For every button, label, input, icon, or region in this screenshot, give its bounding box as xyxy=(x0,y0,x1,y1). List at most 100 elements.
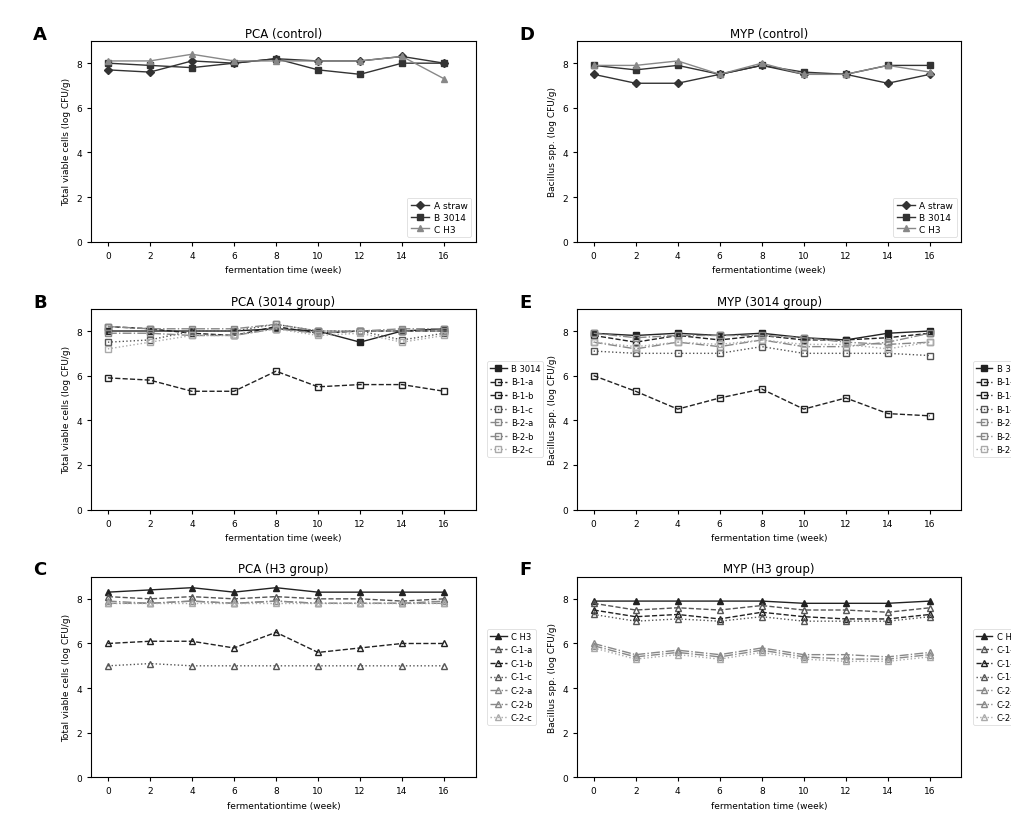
B 3014 xyxy=(144,61,156,71)
B-1-c xyxy=(311,327,324,337)
B-1-c xyxy=(102,338,114,348)
A straw xyxy=(438,59,450,69)
B 3014 xyxy=(587,329,600,339)
B-1-b xyxy=(881,409,893,419)
C-1-a xyxy=(354,594,366,604)
Y-axis label: Bacillus spp. (log CFU/g): Bacillus spp. (log CFU/g) xyxy=(547,622,556,732)
B 3014 xyxy=(587,61,600,71)
B-2-c xyxy=(587,338,600,348)
B-1-a xyxy=(186,329,198,339)
Line: B-1-c: B-1-c xyxy=(104,322,447,346)
B-1-c xyxy=(354,327,366,337)
A straw xyxy=(671,79,683,89)
C-1-c xyxy=(797,616,809,626)
X-axis label: fermentation time (week): fermentation time (week) xyxy=(224,266,342,275)
C-1-b xyxy=(629,612,641,622)
B 3014 xyxy=(438,59,450,69)
B-1-b xyxy=(270,367,282,377)
B 3014 xyxy=(797,68,809,78)
B-2-a xyxy=(438,327,450,337)
C-1-b xyxy=(144,636,156,646)
Text: A: A xyxy=(33,26,48,43)
B-2-a xyxy=(881,338,893,348)
B-2-a xyxy=(186,331,198,341)
Line: A straw: A straw xyxy=(590,64,932,87)
B 3014 xyxy=(671,61,683,71)
C-1-c xyxy=(438,661,450,671)
C H3 xyxy=(354,57,366,67)
C H3 xyxy=(354,588,366,598)
B-1-c xyxy=(923,351,935,361)
C-1-c xyxy=(587,609,600,619)
Text: F: F xyxy=(519,561,531,579)
A straw xyxy=(797,70,809,80)
C-2-b xyxy=(797,652,809,662)
B-2-b xyxy=(102,322,114,332)
B-1-a xyxy=(438,327,450,337)
B 3014 xyxy=(311,66,324,76)
C-2-a xyxy=(311,599,324,609)
B-2-a xyxy=(395,327,407,337)
C-1-b xyxy=(102,639,114,649)
C H3 xyxy=(144,585,156,595)
A straw xyxy=(144,68,156,78)
C-1-a xyxy=(144,594,156,604)
C-1-a xyxy=(102,592,114,602)
B 3014 xyxy=(755,329,767,339)
Title: PCA (3014 group): PCA (3014 group) xyxy=(232,295,335,308)
Title: MYP (control): MYP (control) xyxy=(729,28,808,41)
C H3 xyxy=(671,596,683,606)
B-2-a xyxy=(270,324,282,334)
B-1-a xyxy=(839,335,851,345)
B-1-b xyxy=(839,394,851,404)
C H3 xyxy=(839,70,851,80)
C H3 xyxy=(186,583,198,593)
B-1-b xyxy=(186,387,198,397)
B-1-b xyxy=(144,375,156,385)
C H3 xyxy=(227,588,240,598)
B-1-b xyxy=(629,387,641,397)
C-1-c xyxy=(395,661,407,671)
C-1-c xyxy=(839,616,851,626)
B-1-a xyxy=(923,329,935,339)
B-2-c xyxy=(797,340,809,350)
B 3014 xyxy=(102,327,114,337)
C-2-b xyxy=(713,652,725,662)
C-2-a xyxy=(671,645,683,655)
C-2-b xyxy=(186,596,198,606)
C-1-a xyxy=(797,605,809,615)
B-1-b xyxy=(713,394,725,404)
B-1-c xyxy=(671,349,683,359)
C-2-a xyxy=(755,643,767,653)
Legend: A straw, B 3014, C H3: A straw, B 3014, C H3 xyxy=(407,198,471,238)
B-2-c xyxy=(755,335,767,345)
B-1-a xyxy=(587,331,600,341)
B-2-b xyxy=(629,334,641,344)
B-1-b xyxy=(438,387,450,397)
C-1-a xyxy=(755,601,767,611)
C-2-a xyxy=(227,599,240,609)
C H3 xyxy=(270,57,282,67)
B 3014 xyxy=(311,327,324,337)
Text: C: C xyxy=(33,561,47,579)
Line: B-1-a: B-1-a xyxy=(104,324,447,339)
C-2-a xyxy=(587,639,600,649)
C-1-b xyxy=(395,639,407,649)
C H3 xyxy=(311,588,324,598)
B-1-c xyxy=(186,327,198,337)
C H3 xyxy=(713,70,725,80)
B-2-b xyxy=(923,338,935,348)
B-1-c xyxy=(881,349,893,359)
C-1-b xyxy=(227,643,240,653)
B 3014 xyxy=(713,70,725,80)
B-1-c xyxy=(144,335,156,345)
C-1-b xyxy=(438,639,450,649)
B-1-c xyxy=(438,329,450,339)
Y-axis label: Total viable cells (log CFU/g): Total viable cells (log CFU/g) xyxy=(62,613,71,742)
B-2-a xyxy=(227,331,240,341)
C-1-b xyxy=(270,628,282,638)
B-2-b xyxy=(587,329,600,339)
B 3014 xyxy=(923,327,935,337)
B-2-a xyxy=(797,342,809,352)
C-2-a xyxy=(713,650,725,660)
